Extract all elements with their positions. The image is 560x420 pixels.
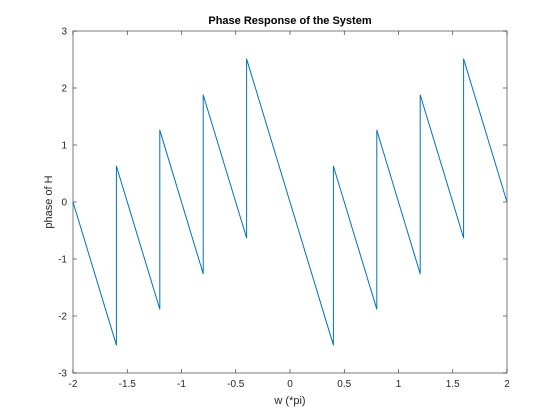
y-tick-label: -1 <box>58 255 67 266</box>
y-tick-label: 2 <box>61 84 67 95</box>
x-tick-label: -2 <box>69 379 78 390</box>
x-tick-label: 2 <box>504 379 510 390</box>
x-axis-label: w (*pi) <box>273 395 305 407</box>
phase-series-line <box>72 58 508 346</box>
x-tick-label: -1 <box>177 379 186 390</box>
x-tick-label: 0.5 <box>337 379 351 390</box>
series-layer <box>72 58 508 346</box>
chart-title: Phase Response of the System <box>208 15 371 27</box>
x-tick-label: 1.5 <box>446 379 460 390</box>
y-axis-label: phase of H <box>43 175 55 228</box>
x-tick-label: 0 <box>287 379 293 390</box>
y-tick-label: -2 <box>58 312 67 323</box>
x-axis-ticks: -2 -1.5 -1 -0.5 0 0.5 1 1.5 2 <box>69 31 510 390</box>
x-tick-label: -0.5 <box>227 379 245 390</box>
x-tick-label: 1 <box>396 379 402 390</box>
y-tick-label: 0 <box>61 198 67 209</box>
y-tick-label: 3 <box>61 27 67 38</box>
x-tick-label: -1.5 <box>119 379 137 390</box>
y-tick-label: 1 <box>61 141 67 152</box>
y-axis-ticks: -3 -2 -1 0 1 2 3 <box>58 27 507 380</box>
y-tick-label: -3 <box>58 369 67 380</box>
